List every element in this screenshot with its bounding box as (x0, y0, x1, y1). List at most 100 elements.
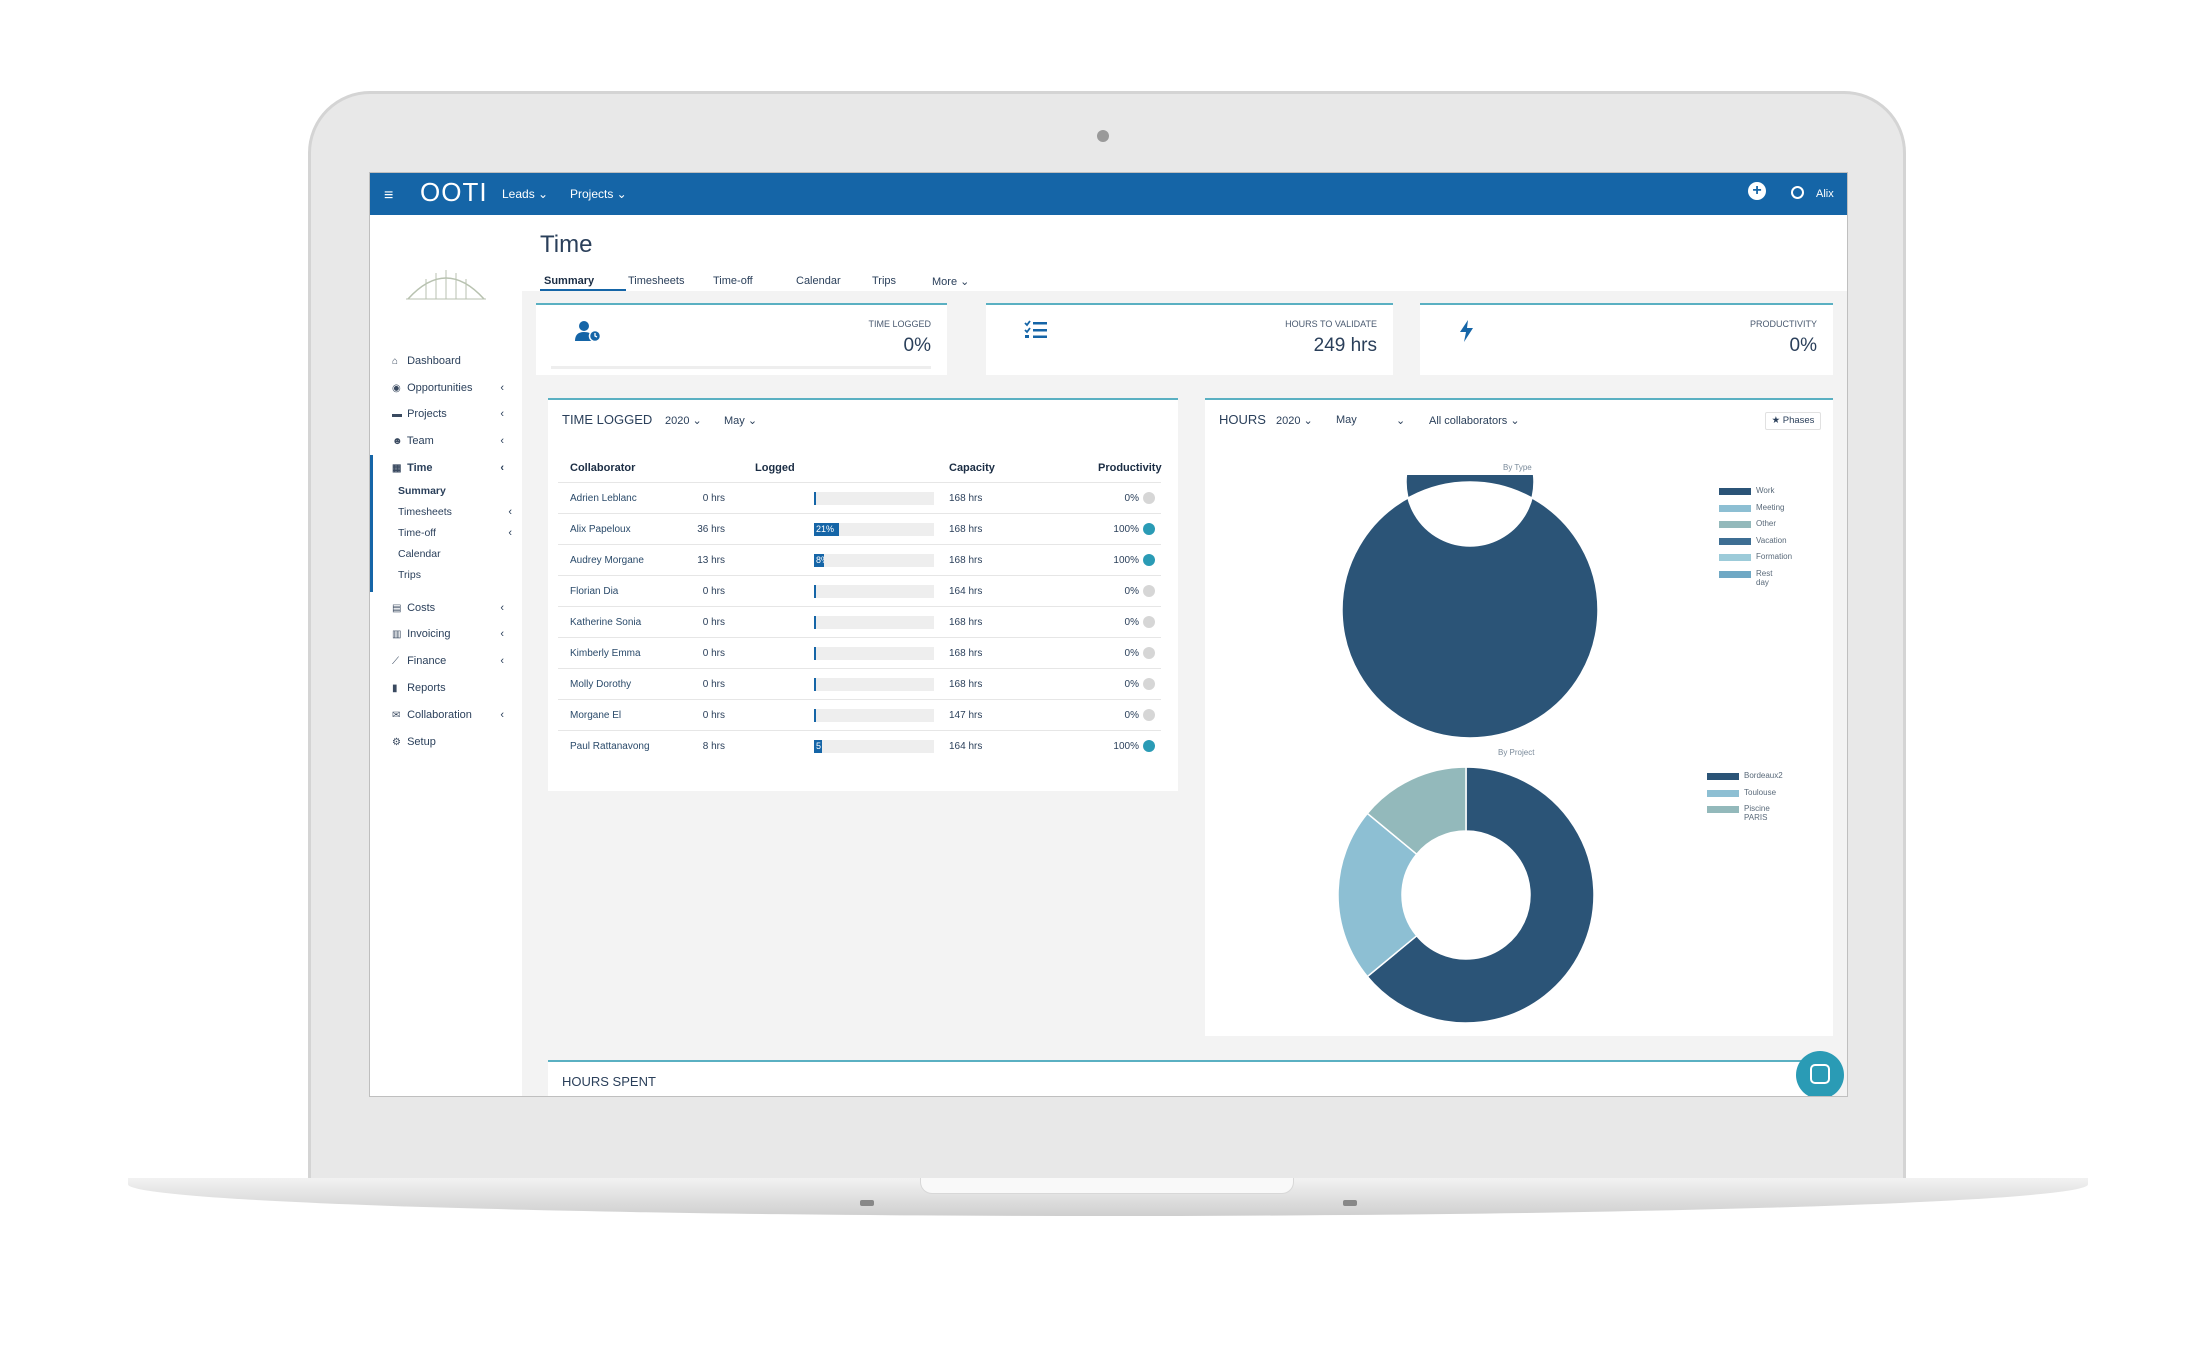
sidebar-item-costs[interactable]: ▤ Costs ‹ (392, 602, 512, 620)
productivity-value: 100% (1113, 741, 1139, 752)
sidebar-item-setup[interactable]: ⚙ Setup (392, 736, 512, 754)
status-dot (1143, 709, 1155, 721)
sidebar-sub-trips[interactable]: Trips (398, 569, 512, 581)
tab-summary[interactable]: Summary (544, 275, 595, 287)
donut-slice-work[interactable] (1341, 475, 1599, 739)
logged-progress-bar (814, 647, 934, 660)
chevron-down-icon[interactable]: ⌄ (1396, 415, 1406, 427)
tab-trips[interactable]: Trips (872, 275, 897, 287)
year-select[interactable]: 2020 ⌄ (1276, 415, 1313, 427)
sidebar-sub-label: Timesheets (398, 506, 452, 518)
table-row[interactable]: Adrien Leblanc 0 hrs 168 hrs 0% (558, 482, 1161, 513)
collaborator-name[interactable]: Molly Dorothy (570, 679, 632, 690)
capacity-hours: 168 hrs (949, 493, 983, 504)
col-header-capacity[interactable]: Capacity (949, 462, 995, 474)
status-dot (1143, 740, 1155, 752)
col-header-collaborator[interactable]: Collaborator (570, 462, 636, 474)
collaborator-name[interactable]: Katherine Sonia (570, 617, 642, 628)
app-logo[interactable]: OOTI (420, 177, 488, 207)
capacity-hours: 168 hrs (949, 555, 983, 566)
donut-slice-toulouse[interactable] (1337, 812, 1418, 978)
menu-icon[interactable]: ≡ (384, 187, 394, 204)
sidebar-item-opportunities[interactable]: ◉ Opportunities ‹ (392, 382, 512, 400)
sidebar-item-projects[interactable]: ▬ Projects ‹ (392, 408, 512, 426)
page-header: Time Summary Timesheets Time-off Calenda… (522, 215, 1847, 291)
tab-time-off[interactable]: Time-off (713, 275, 753, 287)
collaborator-name[interactable]: Paul Rattanavong (570, 741, 650, 752)
legend-label: Piscine PARIS (1744, 804, 1770, 822)
sidebar-item-dashboard[interactable]: ⌂ Dashboard (392, 355, 512, 373)
logged-progress-bar (814, 678, 934, 691)
productivity-value: 0% (1124, 648, 1139, 659)
logged-progress-fill (814, 678, 816, 691)
logged-progress-fill (814, 492, 816, 505)
nav-projects[interactable]: Projects ⌄ (570, 187, 627, 201)
logged-progress-bar: 21% (814, 523, 934, 536)
collaborator-name[interactable]: Morgane El (570, 710, 622, 721)
year-select[interactable]: 2020 ⌄ (665, 415, 702, 427)
sidebar-sub-calendar[interactable]: Calendar (398, 548, 512, 560)
collaborator-name[interactable]: Adrien Leblanc (570, 493, 637, 504)
legend-swatch (1719, 488, 1751, 495)
logged-progress-bar: 5 (814, 740, 934, 753)
logged-hours: 8 hrs (702, 741, 725, 752)
chevron-left-icon: ‹ (500, 655, 504, 667)
kpi-time-logged: Time logged 0% (536, 303, 947, 375)
sidebar-item-team[interactable]: ☻ Team ‹ (392, 435, 512, 453)
sidebar-sub-timesheets[interactable]: Timesheets ‹ (398, 506, 512, 518)
table-row[interactable]: Paul Rattanavong 8 hrs 5 164 hrs 100% (558, 730, 1161, 761)
top-navbar: ≡ OOTI Leads ⌄ Projects ⌄ + Alix (370, 173, 1847, 215)
bolt-icon (1460, 320, 1473, 342)
capacity-hours: 168 hrs (949, 617, 983, 628)
chart-title-by-project: By Project (1498, 748, 1535, 757)
donut-chart-by-project (1337, 766, 1595, 1024)
month-select[interactable]: May (1336, 414, 1357, 426)
table-row[interactable]: Audrey Morgane 13 hrs 8% 168 hrs 100% (558, 544, 1161, 575)
table-row[interactable]: Kimberly Emma 0 hrs 168 hrs 0% (558, 637, 1161, 668)
add-icon[interactable]: + (1748, 182, 1766, 200)
table-row[interactable]: Molly Dorothy 0 hrs 168 hrs 0% (558, 668, 1161, 699)
laptop-foot (860, 1200, 874, 1206)
nav-leads[interactable]: Leads ⌄ (502, 187, 549, 201)
phases-button[interactable]: ★ Phases (1765, 412, 1821, 430)
kpi-label: Productivity (1749, 319, 1817, 329)
month-select[interactable]: May ⌄ (724, 415, 758, 427)
sidebar-item-label: Team (406, 435, 434, 447)
chevron-left-icon: ‹ (500, 435, 504, 447)
logged-progress-fill: 21% (814, 523, 840, 536)
table-row[interactable]: Florian Dia 0 hrs 164 hrs 0% (558, 575, 1161, 606)
sidebar-sub-label: Trips (398, 569, 421, 581)
col-header-productivity[interactable]: Productivity (1098, 462, 1162, 474)
chat-button[interactable] (1796, 1051, 1844, 1096)
capacity-hours: 147 hrs (949, 710, 983, 721)
donut-slice-piscine-paris[interactable] (1366, 766, 1467, 856)
sidebar-item-time[interactable]: ▦ Time ‹ (392, 462, 512, 480)
table-row[interactable]: Katherine Sonia 0 hrs 168 hrs 0% (558, 606, 1161, 637)
collaborator-name[interactable]: Florian Dia (570, 586, 619, 597)
logged-hours: 36 hrs (697, 524, 725, 535)
user-icon[interactable] (1791, 186, 1804, 199)
sidebar-item-finance[interactable]: ⟋ Finance ‹ (392, 655, 512, 673)
sidebar-item-label: Finance (407, 655, 447, 667)
tab-more[interactable]: More ⌄ (932, 276, 970, 288)
user-name[interactable]: Alix (1816, 188, 1834, 200)
collaborator-name[interactable]: Kimberly Emma (570, 648, 641, 659)
sidebar-item-invoicing[interactable]: ▥ Invoicing ‹ (392, 628, 512, 646)
folder-icon: ▬ (392, 409, 402, 420)
donut-slice-bordeaux2[interactable] (1366, 766, 1595, 1024)
tab-calendar[interactable]: Calendar (796, 275, 841, 287)
settings-icon: ⚙ (392, 737, 401, 748)
sidebar-item-collaboration[interactable]: ✉ Collaboration ‹ (392, 709, 512, 727)
sidebar-item-reports[interactable]: ▮ Reports (392, 682, 512, 700)
table-row[interactable]: Morgane El 0 hrs 147 hrs 0% (558, 699, 1161, 730)
collaborator-name[interactable]: Audrey Morgane (570, 555, 644, 566)
table-row[interactable]: Alix Papeloux 36 hrs 21% 168 hrs 100% (558, 513, 1161, 544)
col-header-logged[interactable]: Logged (755, 462, 795, 474)
logged-progress-fill (814, 647, 816, 660)
logged-progress-bar (814, 709, 934, 722)
sidebar-sub-summary[interactable]: Summary (398, 485, 512, 497)
collaborators-select[interactable]: All collaborators ⌄ (1429, 415, 1520, 427)
collaborator-name[interactable]: Alix Papeloux (570, 524, 631, 535)
tab-timesheets[interactable]: Timesheets (628, 275, 685, 287)
sidebar-sub-time-off[interactable]: Time-off ‹ (398, 527, 512, 539)
